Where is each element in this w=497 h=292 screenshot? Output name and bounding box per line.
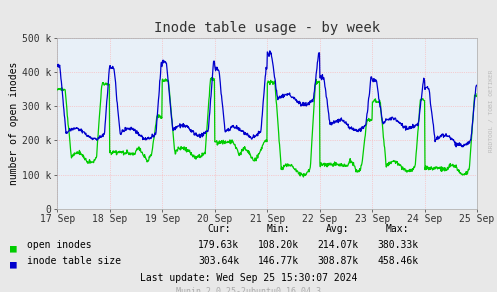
Text: 303.64k: 303.64k — [198, 256, 239, 266]
Text: Min:: Min: — [266, 224, 290, 234]
Text: 458.46k: 458.46k — [377, 256, 418, 266]
Y-axis label: number of open inodes: number of open inodes — [9, 62, 19, 185]
Text: inode table size: inode table size — [27, 256, 121, 266]
Text: open inodes: open inodes — [27, 240, 92, 250]
Text: 308.87k: 308.87k — [318, 256, 358, 266]
Text: RRDTOOL / TOBI OETIKER: RRDTOOL / TOBI OETIKER — [489, 70, 494, 152]
Title: Inode table usage - by week: Inode table usage - by week — [154, 21, 380, 35]
Text: 108.20k: 108.20k — [258, 240, 299, 250]
Text: Munin 2.0.25-2ubuntu0.16.04.3: Munin 2.0.25-2ubuntu0.16.04.3 — [176, 287, 321, 292]
Text: ■: ■ — [10, 243, 17, 253]
Text: Last update: Wed Sep 25 15:30:07 2024: Last update: Wed Sep 25 15:30:07 2024 — [140, 273, 357, 283]
Text: 146.77k: 146.77k — [258, 256, 299, 266]
Text: Max:: Max: — [386, 224, 410, 234]
Text: 179.63k: 179.63k — [198, 240, 239, 250]
Text: 380.33k: 380.33k — [377, 240, 418, 250]
Text: Avg:: Avg: — [326, 224, 350, 234]
Text: ■: ■ — [10, 260, 17, 270]
Text: 214.07k: 214.07k — [318, 240, 358, 250]
Text: Cur:: Cur: — [207, 224, 231, 234]
